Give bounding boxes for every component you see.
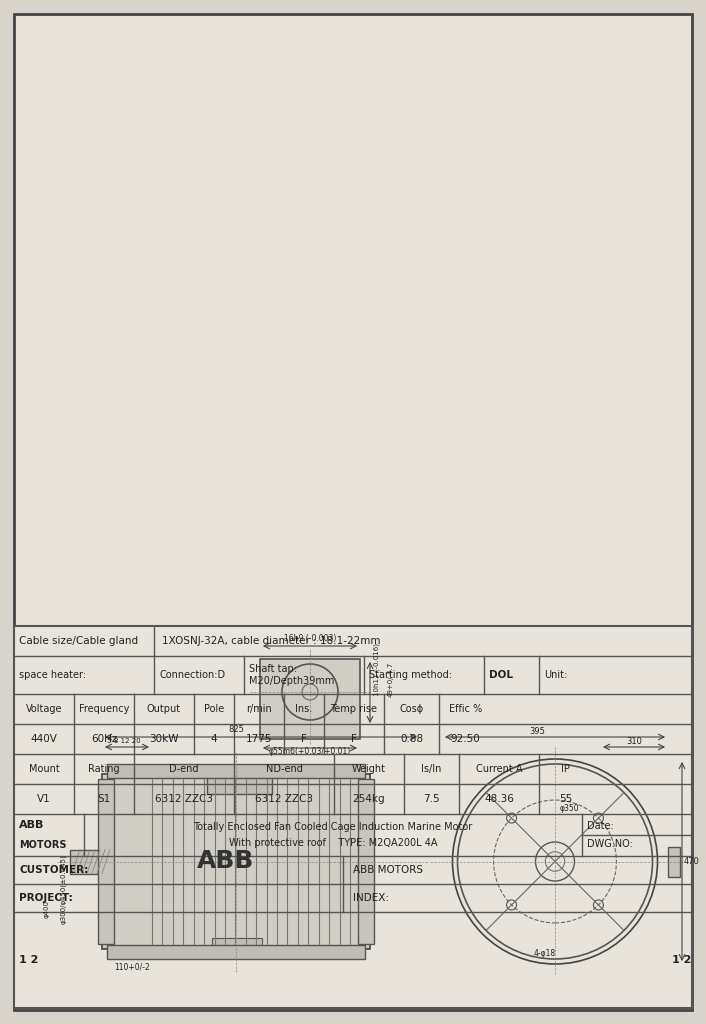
Bar [358, 779, 374, 944]
Bar [260, 659, 360, 739]
Text: 395: 395 [529, 726, 545, 735]
Text: 10h11 (-0.016): 10h11 (-0.016) [373, 642, 380, 695]
Text: 16h9 (-0.003): 16h9 (-0.003) [284, 635, 336, 643]
Text: φ300/φ450(±0.045): φ300/φ450(±0.045) [60, 854, 66, 924]
Text: 825: 825 [228, 725, 244, 734]
Text: Totally Enclosed Fan Cooled Cage Induction Marine Motor: Totally Enclosed Fan Cooled Cage Inducti… [193, 822, 472, 831]
Text: V1: V1 [37, 794, 51, 804]
Text: With protective roof    TYPE: M2QA200L 4A: With protective roof TYPE: M2QA200L 4A [229, 838, 437, 848]
Text: DWG.NO:: DWG.NO: [587, 839, 633, 849]
Text: r/min: r/min [246, 705, 272, 714]
Text: Temp rise: Temp rise [330, 705, 378, 714]
Text: Mount: Mount [29, 764, 59, 774]
Bar [107, 764, 365, 778]
Text: 4-φ18: 4-φ18 [534, 949, 556, 958]
Text: INDEX:: INDEX: [353, 893, 389, 903]
Text: 1XOSNJ-32A, cable diameter : 18.1-22mm: 1XOSNJ-32A, cable diameter : 18.1-22mm [162, 636, 381, 646]
Text: 1 2: 1 2 [672, 955, 691, 965]
Text: 110+0/-2: 110+0/-2 [114, 963, 150, 972]
Text: Voltage: Voltage [25, 705, 62, 714]
Text: IP: IP [561, 764, 570, 774]
Bar [70, 850, 105, 873]
Text: ABB MOTORS: ABB MOTORS [353, 865, 423, 874]
Text: Output: Output [147, 705, 181, 714]
Text: Is/In: Is/In [421, 764, 442, 774]
Text: F: F [301, 734, 307, 744]
Text: Weight: Weight [352, 764, 386, 774]
Bar [107, 945, 365, 959]
Text: φ350: φ350 [560, 804, 580, 813]
Text: φ400: φ400 [44, 900, 50, 918]
Text: CUSTOMER:: CUSTOMER: [19, 865, 88, 874]
Text: 6312 ZZC3: 6312 ZZC3 [155, 794, 213, 804]
Text: 6312 ZZC3: 6312 ZZC3 [255, 794, 313, 804]
Text: PROJECT:: PROJECT: [19, 893, 73, 903]
Text: F: F [351, 734, 357, 744]
Text: 48.36: 48.36 [484, 794, 514, 804]
Text: Cosϕ: Cosϕ [400, 705, 424, 714]
Text: MOTORS: MOTORS [19, 840, 66, 850]
Text: 7.5: 7.5 [423, 794, 440, 804]
Text: Date:: Date: [587, 821, 614, 831]
Bar [102, 774, 370, 949]
Bar [14, 626, 692, 1008]
Text: Frequency: Frequency [79, 705, 129, 714]
Text: 30kW: 30kW [149, 734, 179, 744]
Text: Rating: Rating [88, 764, 120, 774]
Bar [668, 847, 680, 877]
Text: Unit:: Unit: [544, 670, 567, 680]
Bar [212, 938, 262, 956]
Text: Connection:D: Connection:D [159, 670, 225, 680]
Text: S1: S1 [97, 794, 111, 804]
Text: 470: 470 [684, 857, 700, 866]
Text: 1775: 1775 [246, 734, 273, 744]
Text: ND-end: ND-end [265, 764, 302, 774]
Text: 4: 4 [210, 734, 217, 744]
Text: Current A: Current A [476, 764, 522, 774]
Text: space heater:: space heater: [19, 670, 86, 680]
Text: ABB: ABB [19, 820, 44, 830]
Text: φ55m6(+0.03/+0.01): φ55m6(+0.03/+0.01) [269, 748, 351, 757]
Text: Shaft tap:
M20/Depth39mm: Shaft tap: M20/Depth39mm [249, 665, 335, 686]
Text: 440V: 440V [30, 734, 57, 744]
Text: Cable size/Cable gland: Cable size/Cable gland [19, 636, 138, 646]
Text: 60Hz: 60Hz [91, 734, 117, 744]
Text: Pole: Pole [204, 705, 224, 714]
Text: Starting method:: Starting method: [369, 670, 452, 680]
Bar [207, 772, 272, 794]
Text: DOL: DOL [489, 670, 513, 680]
Text: 55: 55 [559, 794, 572, 804]
Text: 92.50: 92.50 [450, 734, 480, 744]
Text: 1 2: 1 2 [19, 955, 38, 965]
Text: 49+0/-4.7: 49+0/-4.7 [388, 662, 394, 696]
Text: Effic %: Effic % [449, 705, 482, 714]
Text: 254kg: 254kg [353, 794, 385, 804]
Text: 5-8 12 20: 5-8 12 20 [107, 738, 140, 744]
Text: D-end: D-end [169, 764, 199, 774]
Bar [98, 779, 114, 944]
Text: Ins.: Ins. [295, 705, 313, 714]
Text: 0.88: 0.88 [400, 734, 423, 744]
Text: ABB: ABB [197, 850, 255, 873]
Text: 310: 310 [626, 736, 642, 745]
